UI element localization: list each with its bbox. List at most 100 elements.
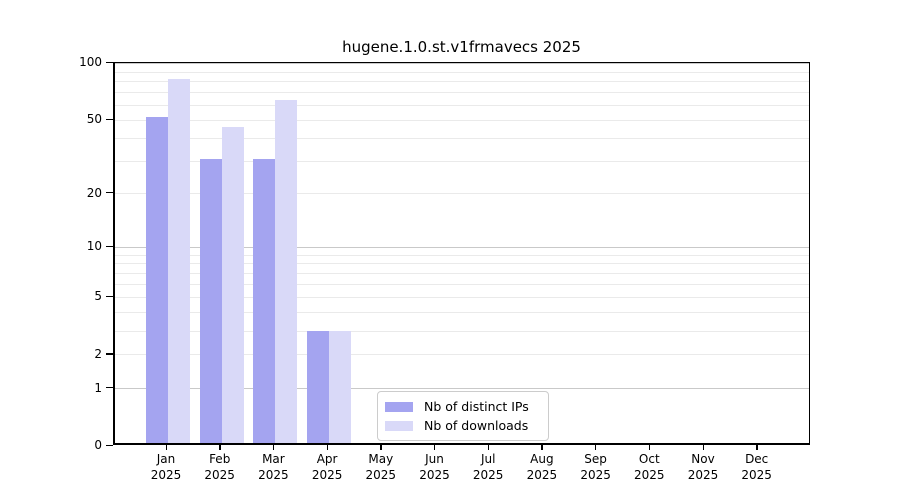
y-tick — [106, 192, 113, 194]
gridline-minor — [115, 71, 809, 73]
y-tick-label: 100 — [79, 55, 102, 70]
legend: Nb of distinct IPs Nb of downloads — [377, 391, 549, 441]
x-tick-month: Sep — [584, 452, 607, 466]
x-tick — [595, 445, 597, 450]
x-tick — [648, 445, 651, 450]
x-tick — [756, 445, 758, 450]
gridline-major — [115, 388, 809, 390]
legend-swatch-distinct-ips — [385, 401, 413, 412]
x-tick-year: 2025 — [150, 468, 182, 482]
legend-swatch-downloads — [385, 420, 413, 431]
bar-nb-of-distinct-ips-feb — [199, 158, 222, 443]
x-tick-label: Dec 2025 — [730, 451, 784, 483]
x-tick-month: May — [368, 452, 394, 466]
x-tick-label: Feb 2025 — [193, 451, 247, 483]
y-tick — [106, 353, 113, 355]
x-tick-month: Jul — [480, 452, 496, 466]
x-tick — [380, 445, 382, 450]
x-tick-year: 2025 — [258, 468, 289, 482]
x-tick-label: May 2025 — [354, 451, 408, 483]
y-tick-label: 2 — [94, 346, 102, 361]
plot-area — [113, 62, 810, 445]
gridline-minor — [115, 81, 809, 83]
gridline-major — [115, 62, 809, 64]
x-tick-month: Feb — [209, 452, 231, 466]
x-tick-month: Apr — [316, 452, 338, 466]
gridline-minor — [115, 160, 809, 162]
x-tick-year: 2025 — [419, 468, 450, 482]
bar-nb-of-distinct-ips-mar — [253, 158, 276, 443]
y-tick — [106, 245, 113, 248]
chart-title: hugene.1.0.st.v1frmavecs 2025 — [342, 38, 581, 56]
gridline-minor — [115, 263, 809, 265]
gridline-major — [115, 246, 809, 248]
gridline-minor — [115, 137, 809, 139]
x-tick — [702, 445, 704, 450]
x-tick-year: 2025 — [204, 468, 235, 482]
x-tick-month: Aug — [530, 452, 554, 466]
bar-nb-of-distinct-ips-jan — [146, 116, 168, 443]
gridline-minor — [115, 273, 809, 275]
x-tick — [165, 445, 167, 450]
x-tick-month: Jan — [156, 452, 176, 466]
x-tick — [219, 445, 221, 450]
gridline-minor — [115, 296, 809, 298]
gridline-minor — [115, 193, 809, 195]
x-tick-month: Jun — [425, 452, 444, 466]
x-tick-month: Nov — [691, 452, 715, 466]
x-tick-month: Dec — [745, 452, 769, 466]
x-tick-label: Jun 2025 — [408, 451, 462, 483]
legend-label-distinct-ips: Nb of distinct IPs — [424, 399, 529, 414]
gridline-minor — [115, 330, 809, 332]
gridline-minor — [115, 254, 809, 256]
y-tick — [106, 295, 113, 298]
x-tick-month: Oct — [638, 452, 660, 466]
legend-item-downloads: Nb of downloads — [385, 418, 540, 433]
y-tick — [106, 444, 113, 446]
y-tick-label: 1 — [94, 380, 102, 395]
bar-nb-of-downloads-jan — [168, 78, 190, 443]
x-tick-year: 2025 — [580, 468, 611, 482]
y-tick — [106, 61, 113, 64]
bar-nb-of-downloads-mar — [275, 99, 298, 443]
bar-nb-of-downloads-apr — [329, 331, 352, 443]
gridline-minor — [115, 284, 809, 286]
legend-item-distinct-ips: Nb of distinct IPs — [385, 399, 540, 414]
x-tick-label: Jan 2025 — [139, 451, 193, 483]
x-tick-label: Sep 2025 — [569, 451, 623, 483]
y-tick-label: 5 — [94, 289, 102, 304]
y-tick-label: 50 — [86, 112, 102, 127]
x-tick-label: Nov 2025 — [676, 451, 730, 483]
y-tick-label: 20 — [86, 185, 102, 200]
gridline-minor — [115, 312, 809, 314]
x-tick — [541, 445, 543, 450]
x-tick-year: 2025 — [634, 468, 665, 482]
x-tick-year: 2025 — [687, 468, 719, 482]
x-tick — [326, 445, 328, 450]
x-tick-label: Apr 2025 — [300, 451, 354, 483]
gridline-minor — [115, 354, 809, 356]
x-tick-label: Jul 2025 — [461, 451, 515, 483]
x-tick-label: Mar 2025 — [246, 451, 300, 483]
x-tick — [487, 445, 490, 450]
x-tick-label: Aug 2025 — [515, 451, 569, 483]
x-tick-year: 2025 — [526, 468, 558, 482]
x-tick-year: 2025 — [365, 468, 397, 482]
gridline-minor — [115, 119, 809, 121]
x-tick-label: Oct 2025 — [622, 451, 676, 483]
x-tick-year: 2025 — [311, 468, 343, 482]
y-tick-label: 10 — [86, 239, 102, 254]
bar-nb-of-downloads-feb — [221, 126, 244, 443]
gridline-minor — [115, 104, 809, 106]
x-tick-month: Mar — [262, 452, 285, 466]
legend-label-downloads: Nb of downloads — [424, 418, 529, 433]
y-tick — [106, 118, 113, 120]
x-tick — [434, 445, 436, 450]
bar-nb-of-distinct-ips-apr — [307, 331, 330, 443]
x-tick — [272, 445, 275, 450]
y-tick-label: 0 — [94, 438, 102, 452]
y-tick — [106, 387, 113, 389]
x-tick-year: 2025 — [472, 468, 504, 482]
gridline-minor — [115, 92, 809, 94]
